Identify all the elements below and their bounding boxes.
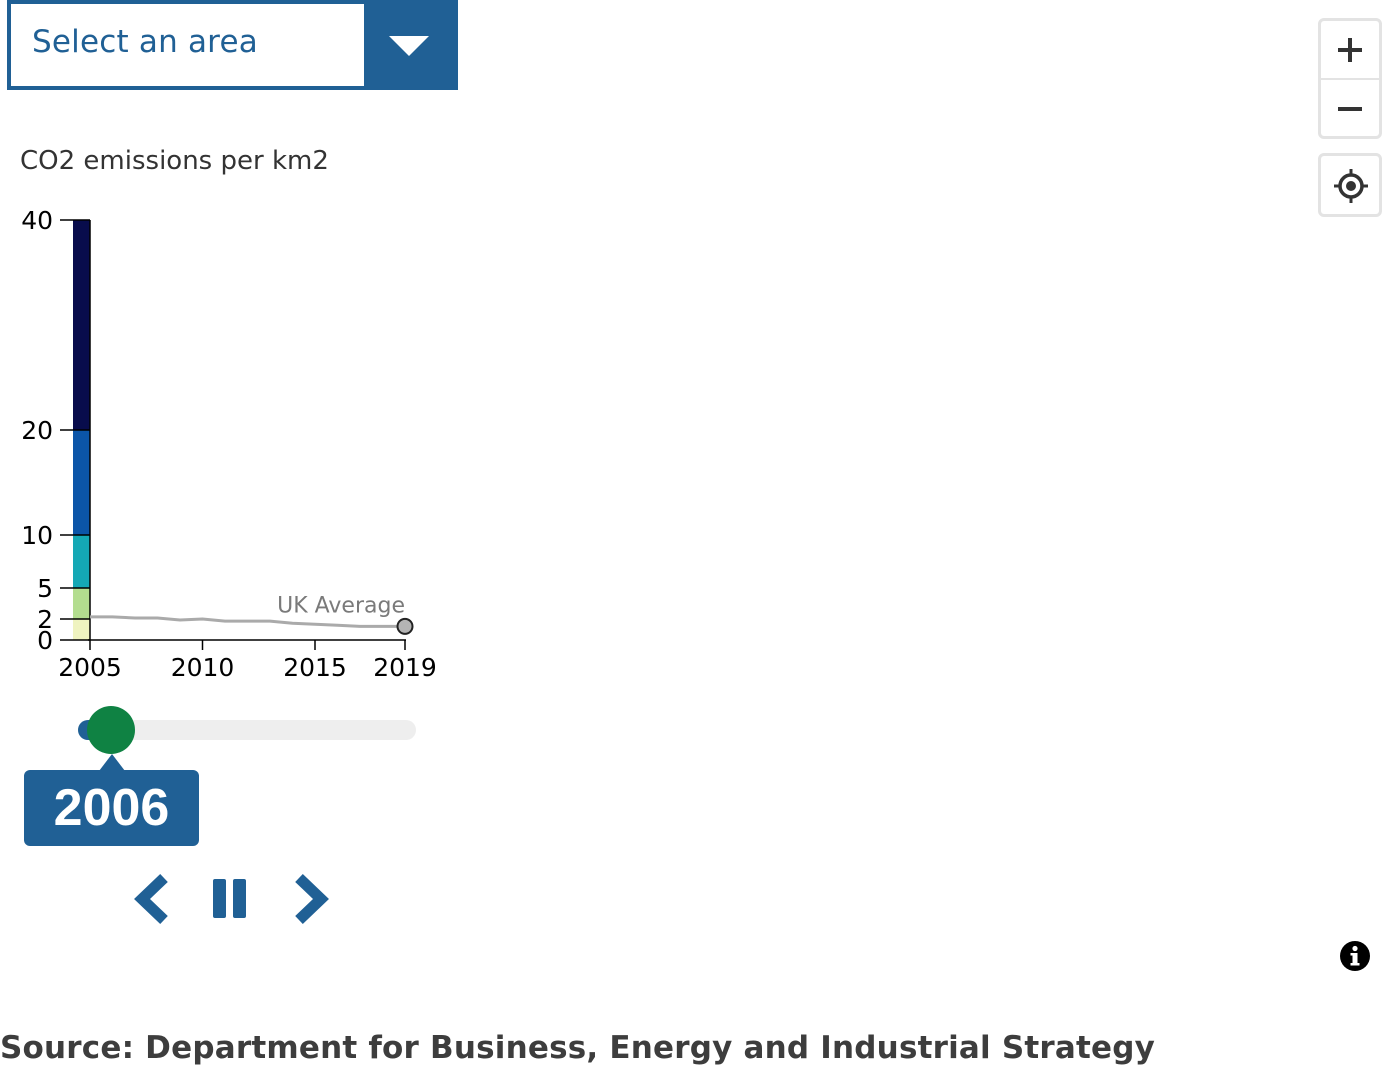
chevron-left-icon (134, 874, 168, 924)
uk-average-point (396, 617, 414, 635)
y-axis: 025 10 20 40 (21, 206, 91, 655)
legend-color-band (73, 220, 90, 430)
x-tick-label: 2019 (373, 653, 437, 682)
area-select-dropdown[interactable]: Select an area (7, 0, 458, 90)
year-slider-thumb[interactable] (87, 706, 135, 754)
y-tick-label: 5 (37, 574, 53, 603)
chevron-right-icon (295, 874, 329, 924)
year-tooltip-pointer (99, 754, 125, 771)
crosshair-icon (1334, 169, 1368, 203)
zoom-in-button[interactable] (1321, 21, 1379, 80)
pause-button[interactable] (210, 876, 250, 926)
legend-color-band (73, 619, 90, 640)
uk-average-label: UK Average (277, 593, 405, 618)
legend-color-band (73, 430, 90, 535)
year-slider-track[interactable] (78, 720, 416, 740)
zoom-out-button[interactable] (1321, 80, 1379, 137)
uk-average-line (90, 615, 405, 628)
minus-icon (1338, 107, 1362, 111)
y-tick-label: 2 (37, 605, 53, 634)
year-tooltip: 2006 (24, 770, 199, 846)
plus-icon (1338, 38, 1362, 62)
info-icon (1340, 941, 1370, 971)
y-tick-label: 0 (37, 626, 53, 655)
zoom-controls (1318, 18, 1382, 139)
x-axis: 2005 2010 2015 2019 (58, 639, 437, 682)
x-tick-label: 2015 (283, 653, 347, 682)
legend-color-bar (73, 220, 90, 640)
legend-color-band (73, 535, 90, 588)
y-tick-label: 40 (21, 206, 53, 235)
area-select-label: Select an area (32, 24, 258, 60)
emissions-chart: 025 10 20 40 2005 2010 2015 2019 UK Average (21, 206, 437, 682)
source-credit: Source: Department for Business, Energy … (0, 1030, 1156, 1066)
legend-color-band (73, 588, 90, 619)
next-year-button[interactable] (291, 874, 335, 928)
pause-icon (213, 879, 246, 918)
locate-me-button[interactable] (1318, 153, 1382, 217)
legend-title: CO2 emissions per km2 (20, 146, 329, 176)
y-tick-label: 20 (21, 416, 53, 445)
chart-series: UK Average (90, 593, 414, 635)
info-button[interactable] (1339, 940, 1371, 976)
previous-year-button[interactable] (130, 874, 174, 928)
y-tick-label: 10 (21, 521, 53, 550)
area-select-toggle[interactable] (364, 0, 458, 90)
x-tick-label: 2010 (171, 653, 235, 682)
caret-down-icon (389, 36, 429, 56)
x-tick-label: 2005 (58, 653, 122, 682)
